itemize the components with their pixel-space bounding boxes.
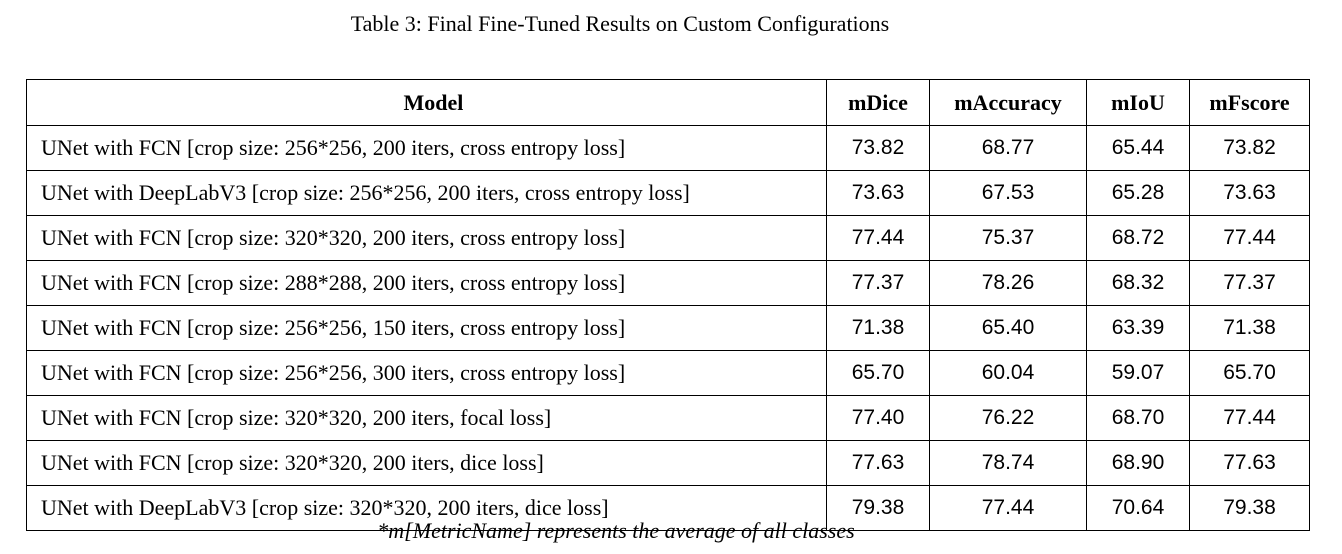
- cell-model: UNet with FCN [crop size: 320*320, 200 i…: [26, 395, 827, 441]
- cell-model: UNet with FCN [crop size: 256*256, 150 i…: [26, 305, 827, 351]
- cell-miou: 68.72: [1086, 215, 1190, 261]
- cell-mdice: 71.38: [826, 305, 930, 351]
- cell-maccuracy: 76.22: [929, 395, 1087, 441]
- table-row: UNet with FCN [crop size: 256*256, 200 i…: [26, 125, 1310, 171]
- cell-mdice: 73.82: [826, 125, 930, 171]
- cell-model: UNet with DeepLabV3 [crop size: 320*320,…: [26, 485, 827, 531]
- header-mdice: mDice: [826, 79, 930, 126]
- cell-miou: 68.70: [1086, 395, 1190, 441]
- table-row: UNet with DeepLabV3 [crop size: 256*256,…: [26, 170, 1310, 216]
- results-table: Model mDice mAccuracy mIoU mFscore UNet …: [26, 79, 1310, 531]
- table-row: UNet with FCN [crop size: 288*288, 200 i…: [26, 260, 1310, 306]
- cell-mfscore: 77.37: [1189, 260, 1310, 306]
- table-row: UNet with FCN [crop size: 320*320, 200 i…: [26, 440, 1310, 486]
- cell-mfscore: 77.44: [1189, 395, 1310, 441]
- cell-maccuracy: 78.26: [929, 260, 1087, 306]
- cell-maccuracy: 60.04: [929, 350, 1087, 396]
- cell-mdice: 73.63: [826, 170, 930, 216]
- cell-miou: 68.32: [1086, 260, 1190, 306]
- cell-model: UNet with FCN [crop size: 256*256, 300 i…: [26, 350, 827, 396]
- cell-model: UNet with DeepLabV3 [crop size: 256*256,…: [26, 170, 827, 216]
- header-maccuracy: mAccuracy: [929, 79, 1087, 126]
- table-row: UNet with FCN [crop size: 320*320, 200 i…: [26, 395, 1310, 441]
- cell-mdice: 77.40: [826, 395, 930, 441]
- cell-miou: 68.90: [1086, 440, 1190, 486]
- cell-maccuracy: 67.53: [929, 170, 1087, 216]
- cell-miou: 65.44: [1086, 125, 1190, 171]
- cell-mfscore: 77.63: [1189, 440, 1310, 486]
- table-header-row: Model mDice mAccuracy mIoU mFscore: [26, 79, 1310, 126]
- cell-model: UNet with FCN [crop size: 320*320, 200 i…: [26, 215, 827, 261]
- table-caption: Table 3: Final Fine-Tuned Results on Cus…: [350, 11, 890, 36]
- cell-mfscore: 77.44: [1189, 215, 1310, 261]
- table-footnote: *m[MetricName] represents the average of…: [377, 518, 855, 543]
- header-mfscore: mFscore: [1189, 79, 1310, 126]
- cell-maccuracy: 75.37: [929, 215, 1087, 261]
- table-row: UNet with DeepLabV3 [crop size: 320*320,…: [26, 485, 1310, 531]
- cell-mfscore: 73.63: [1189, 170, 1310, 216]
- table-row: UNet with FCN [crop size: 256*256, 150 i…: [26, 305, 1310, 351]
- cell-mdice: 77.37: [826, 260, 930, 306]
- cell-miou: 65.28: [1086, 170, 1190, 216]
- header-miou: mIoU: [1086, 79, 1190, 126]
- cell-mfscore: 79.38: [1189, 485, 1310, 531]
- cell-model: UNet with FCN [crop size: 320*320, 200 i…: [26, 440, 827, 486]
- cell-maccuracy: 78.74: [929, 440, 1087, 486]
- header-model: Model: [26, 79, 827, 126]
- cell-model: UNet with FCN [crop size: 256*256, 200 i…: [26, 125, 827, 171]
- cell-maccuracy: 65.40: [929, 305, 1087, 351]
- cell-mdice: 79.38: [826, 485, 930, 531]
- cell-model: UNet with FCN [crop size: 288*288, 200 i…: [26, 260, 827, 306]
- cell-mfscore: 65.70: [1189, 350, 1310, 396]
- cell-mdice: 65.70: [826, 350, 930, 396]
- cell-mdice: 77.44: [826, 215, 930, 261]
- cell-maccuracy: 68.77: [929, 125, 1087, 171]
- cell-mdice: 77.63: [826, 440, 930, 486]
- cell-miou: 63.39: [1086, 305, 1190, 351]
- cell-miou: 59.07: [1086, 350, 1190, 396]
- table-row: UNet with FCN [crop size: 320*320, 200 i…: [26, 215, 1310, 261]
- table-row: UNet with FCN [crop size: 256*256, 300 i…: [26, 350, 1310, 396]
- cell-miou: 70.64: [1086, 485, 1190, 531]
- cell-mfscore: 71.38: [1189, 305, 1310, 351]
- cell-mfscore: 73.82: [1189, 125, 1310, 171]
